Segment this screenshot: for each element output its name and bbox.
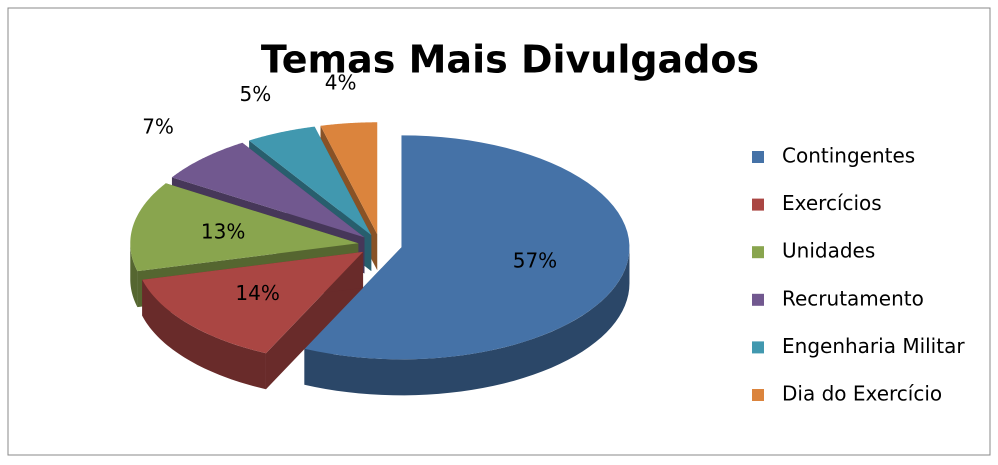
legend-swatch xyxy=(752,293,764,306)
data-label: 5% xyxy=(239,82,271,106)
legend-swatch xyxy=(752,341,764,354)
slice xyxy=(304,135,630,360)
slice xyxy=(142,251,364,354)
data-label: 4% xyxy=(325,71,357,95)
legend-label: Exercícios xyxy=(782,191,882,215)
slice xyxy=(130,183,359,272)
legend-swatch xyxy=(752,246,764,259)
legend-label: Dia do Exercício xyxy=(782,382,942,406)
data-label: 7% xyxy=(142,114,174,138)
legend-swatch xyxy=(752,198,764,211)
legend-label: Recrutamento xyxy=(782,286,924,310)
slice-wall xyxy=(304,247,630,396)
slice-wall xyxy=(130,243,138,308)
data-label: 14% xyxy=(235,281,279,305)
slice xyxy=(171,142,365,238)
legend-swatch xyxy=(752,151,764,163)
data-label: 57% xyxy=(513,249,557,273)
slice-wall xyxy=(142,279,266,390)
legend-swatch xyxy=(752,389,764,401)
slice xyxy=(249,126,372,236)
legend-label: Unidades xyxy=(782,239,875,263)
legend-label: Contingentes xyxy=(782,144,915,168)
data-label: 13% xyxy=(201,219,245,243)
slice xyxy=(320,122,378,235)
legend-label: Engenharia Militar xyxy=(782,334,965,358)
chart-title: Temas Mais Divulgados xyxy=(261,38,759,82)
